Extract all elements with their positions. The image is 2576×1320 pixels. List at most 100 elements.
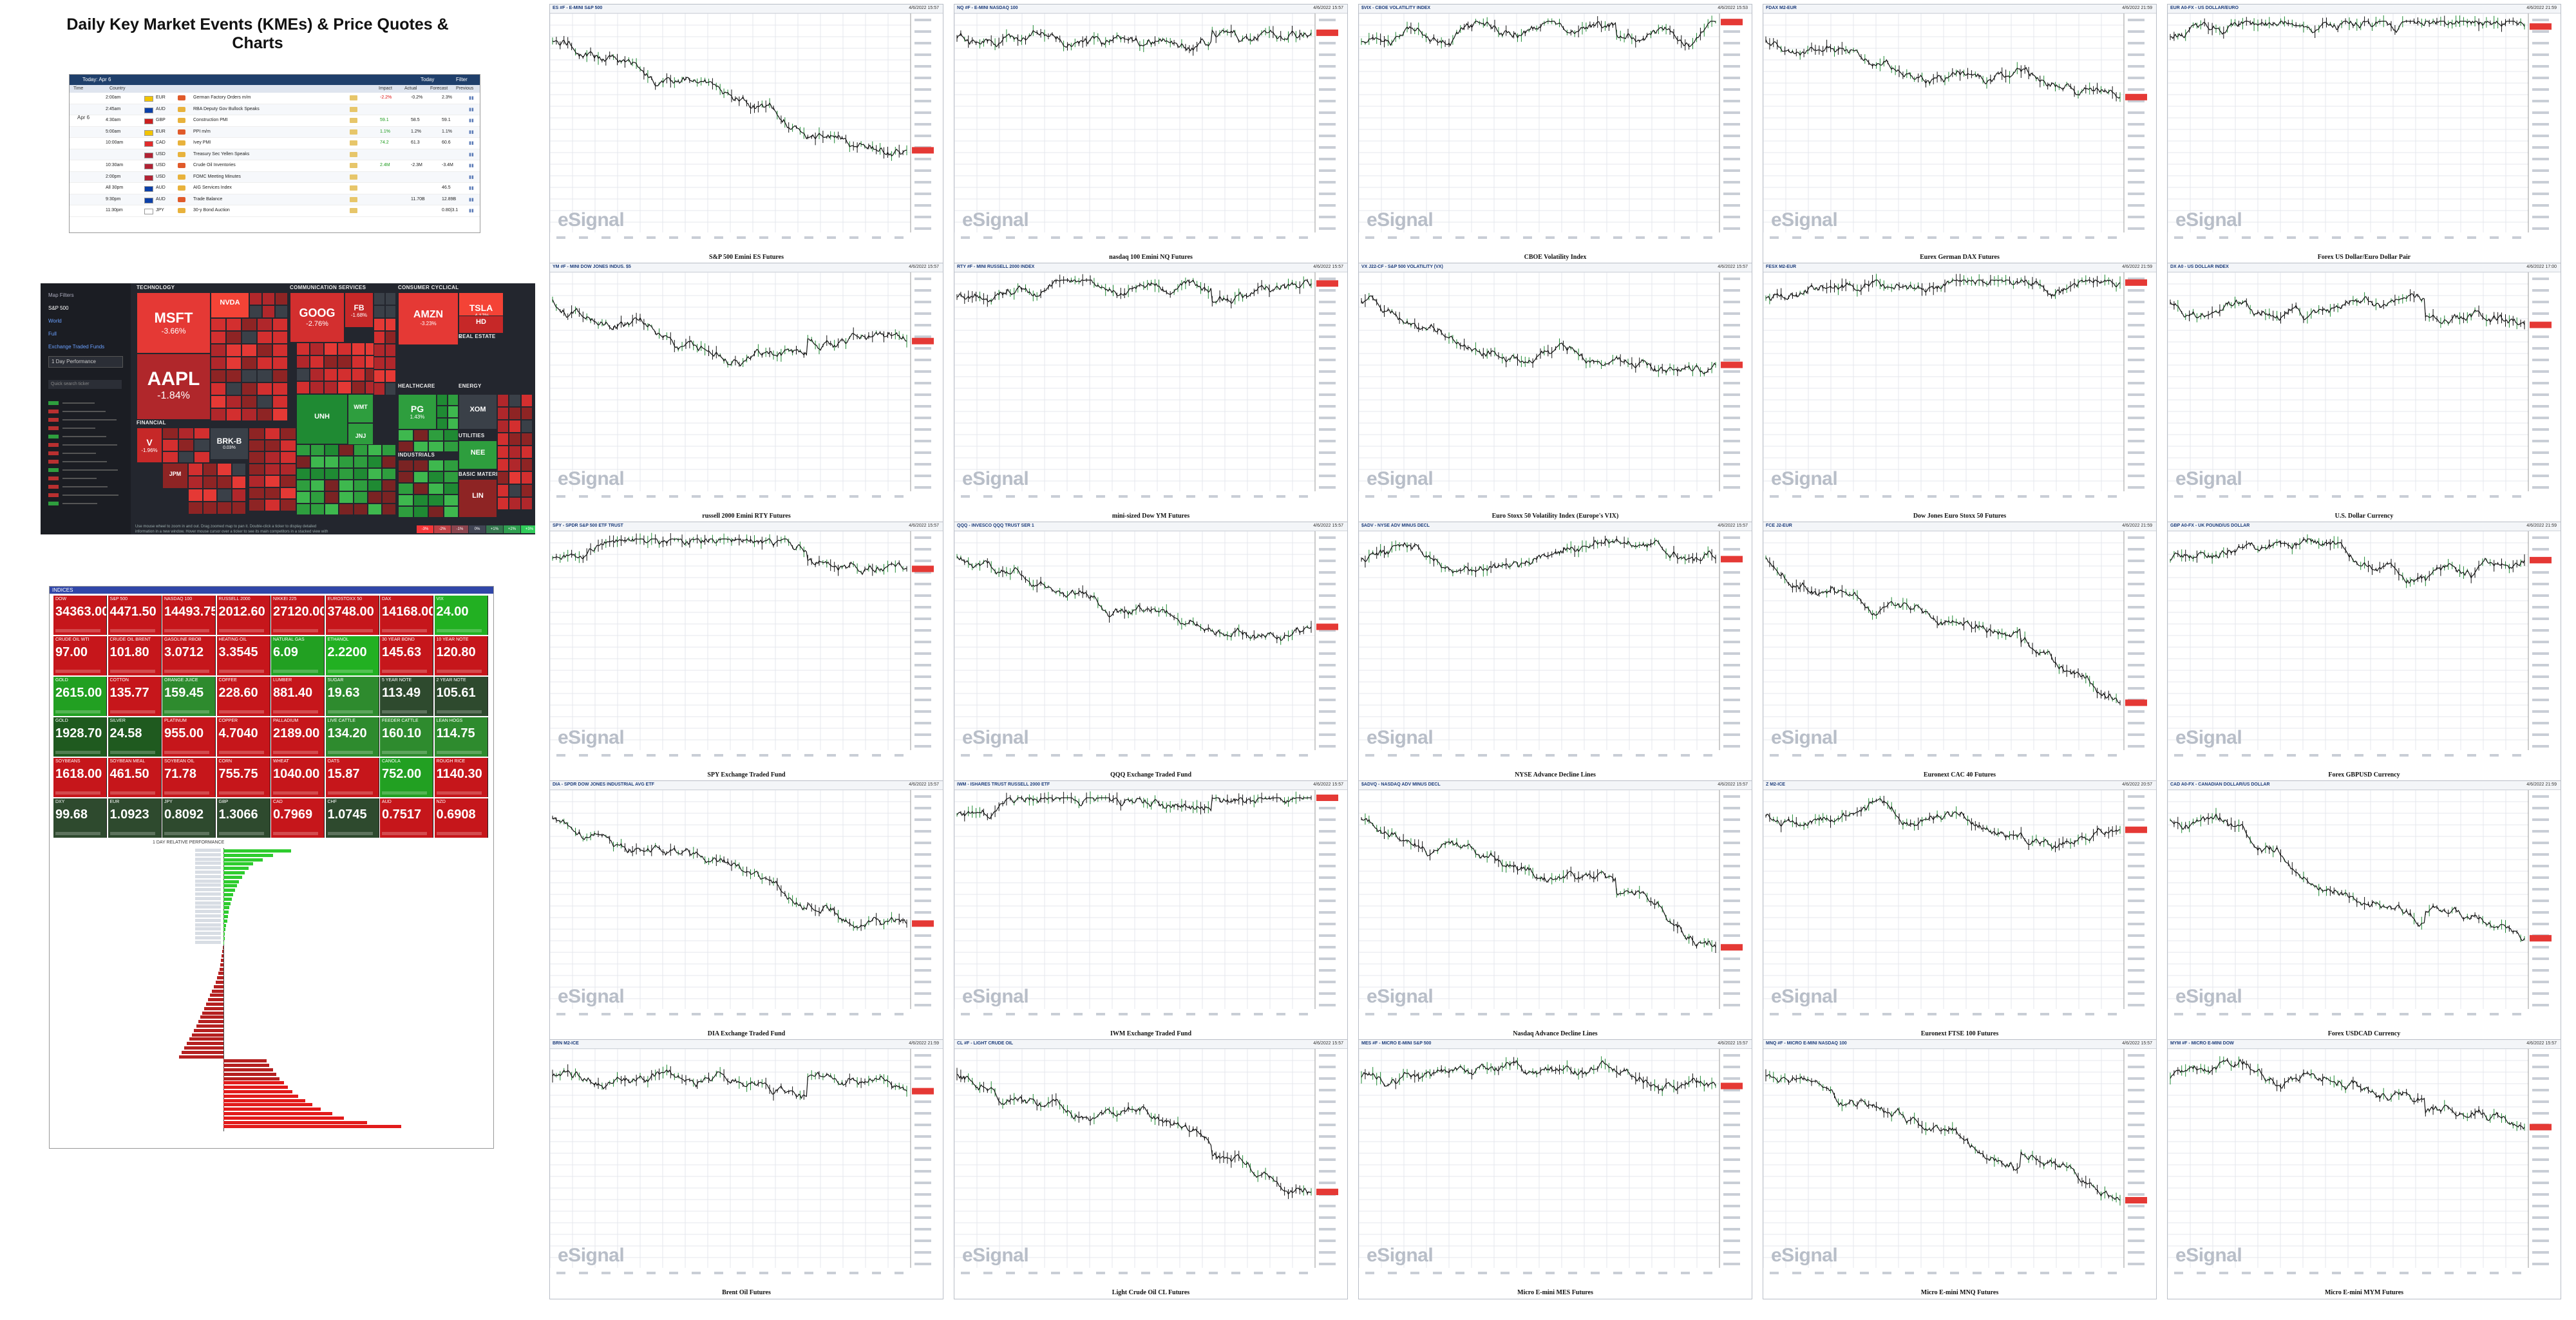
event-name[interactable]: Treasury Sec Yellen Speaks xyxy=(193,151,250,156)
quote-cell[interactable]: RUSSELL 2000 2012.60 xyxy=(216,596,270,635)
filter-world[interactable]: World xyxy=(48,318,62,324)
heatmap-tile-small[interactable] xyxy=(257,357,272,370)
ticker-search-input[interactable]: Quick search ticker xyxy=(48,380,122,389)
heatmap-tile-small[interactable] xyxy=(381,480,396,492)
heatmap-tile-small[interactable] xyxy=(323,368,338,381)
heatmap-tile-small[interactable] xyxy=(384,292,396,305)
heatmap-tile-small[interactable] xyxy=(413,506,428,518)
futures-chart[interactable]: ES #F - E-MINI S&P 500 4/6/2022 15:57 eSig… xyxy=(549,4,943,264)
heatmap-tile-small[interactable] xyxy=(413,460,428,471)
heatmap-tile-small[interactable] xyxy=(272,395,288,408)
ticker-list-row[interactable] xyxy=(48,416,126,424)
heatmap-tile-small[interactable] xyxy=(381,491,396,504)
heatmap-tile-small[interactable] xyxy=(339,444,354,457)
heatmap-tile-small[interactable] xyxy=(443,471,459,483)
futures-chart[interactable]: FESX M2-EUR 4/6/2022 21:59 eSignal Dow Jone… xyxy=(1763,263,2157,523)
heatmap-tile-small[interactable] xyxy=(339,456,354,468)
heatmap-tile-small[interactable] xyxy=(353,444,368,457)
calendar-today-button[interactable]: Today xyxy=(421,77,435,82)
heatmap-tile-small[interactable] xyxy=(226,357,242,370)
heatmap-tile-small[interactable] xyxy=(509,446,521,458)
heatmap-tile-small[interactable] xyxy=(226,318,242,331)
heatmap-tile[interactable]: AAPL -1.84% xyxy=(137,354,211,420)
heatmap-tile-small[interactable] xyxy=(257,318,272,331)
heatmap-tile-small[interactable] xyxy=(520,458,533,471)
heatmap-tile-small[interactable] xyxy=(249,475,265,487)
calendar-row[interactable]: All 30pm AUD AIG Services Index 46.5 ▮▮ xyxy=(70,183,480,194)
futures-chart[interactable]: RTY #F - MINI RUSSELL 2000 INDEX 4/6/2022… xyxy=(954,263,1348,523)
event-name[interactable]: Crude Oil Inventories xyxy=(193,163,236,167)
heatmap-tile-small[interactable] xyxy=(296,467,311,480)
heatmap-tile-small[interactable] xyxy=(280,463,296,476)
heatmap-tile-small[interactable] xyxy=(351,368,366,381)
heatmap-tile-small[interactable] xyxy=(398,471,413,483)
heatmap-tile-small[interactable] xyxy=(448,417,459,429)
filter-etf[interactable]: Exchange Traded Funds xyxy=(48,344,105,350)
quote-cell[interactable]: COPPER 4.7040 xyxy=(216,717,270,757)
ticker-list-row[interactable] xyxy=(48,491,126,499)
graph-icon[interactable]: ▮▮ xyxy=(469,96,474,100)
heatmap-tile-small[interactable] xyxy=(367,456,382,468)
quote-cell[interactable]: CANOLA 752.00 xyxy=(380,758,433,797)
ticker-list-row[interactable] xyxy=(48,466,126,474)
heatmap-tile-small[interactable] xyxy=(296,503,311,515)
heatmap-tile-small[interactable] xyxy=(413,429,428,441)
heatmap-tile-small[interactable] xyxy=(211,318,226,331)
heatmap-tile-small[interactable] xyxy=(339,467,354,480)
quote-cell[interactable]: OATS 15.87 xyxy=(325,758,379,797)
heatmap-tile-small[interactable] xyxy=(231,502,246,514)
graph-icon[interactable]: ▮▮ xyxy=(469,129,474,135)
futures-chart[interactable]: MES #F - MICRO E-MINI S&P 500 4/6/2022 15… xyxy=(1358,1039,1752,1299)
heatmap-tile-small[interactable] xyxy=(520,433,533,446)
graph-icon[interactable]: ▮▮ xyxy=(469,118,474,123)
calendar-filter-button[interactable]: Filter xyxy=(456,77,468,82)
heatmap-tile-small[interactable] xyxy=(384,344,396,357)
futures-chart[interactable]: VX J22-CF - S&P 500 VOLATILITY (VX) 4/6/2… xyxy=(1358,263,1752,523)
calendar-row[interactable]: 2:00am EUR German Factory Orders m/m -2.2% -… xyxy=(70,93,480,104)
heatmap-tile-small[interactable] xyxy=(188,502,203,514)
folder-icon[interactable] xyxy=(350,95,357,100)
heatmap-tile[interactable]: BRK-B 0.03% xyxy=(210,428,249,460)
heatmap-tile-small[interactable] xyxy=(296,381,310,394)
heatmap-tile-small[interactable] xyxy=(310,381,324,394)
heatmap-tile-small[interactable] xyxy=(374,357,385,370)
heatmap-tile-small[interactable] xyxy=(296,480,311,492)
heatmap-tile-small[interactable] xyxy=(262,305,275,318)
heatmap-tile[interactable]: MSFT -3.66% xyxy=(137,292,211,354)
futures-chart[interactable]: MYM #F - MICRO E-MINI DOW 4/6/2022 15:57 e… xyxy=(2167,1039,2561,1299)
heatmap-tile-small[interactable] xyxy=(249,499,265,511)
heatmap-tile-small[interactable] xyxy=(497,394,509,407)
heatmap-tile-small[interactable] xyxy=(280,451,296,464)
heatmap-tile-small[interactable] xyxy=(226,344,242,357)
ticker-list-row[interactable] xyxy=(48,483,126,491)
heatmap-tile-small[interactable] xyxy=(231,489,246,502)
quote-cell[interactable]: COFFEE 228.60 xyxy=(216,677,270,716)
heatmap-tile-small[interactable] xyxy=(353,456,368,468)
heatmap-tile-small[interactable] xyxy=(520,420,533,433)
ticker-list-row[interactable] xyxy=(48,500,126,507)
heatmap-tile-small[interactable] xyxy=(509,458,521,471)
heatmap-tile-small[interactable] xyxy=(162,428,178,440)
heatmap-tile-small[interactable] xyxy=(249,463,265,476)
ticker-list-row[interactable] xyxy=(48,433,126,440)
ticker-list-row[interactable] xyxy=(48,399,126,407)
heatmap-tile-small[interactable] xyxy=(367,480,382,492)
heatmap-tile-small[interactable] xyxy=(413,495,428,506)
heatmap-tile-small[interactable] xyxy=(178,451,194,463)
graph-icon[interactable]: ▮▮ xyxy=(469,164,474,168)
heatmap-tile-small[interactable] xyxy=(211,331,226,344)
event-name[interactable]: RBA Deputy Gov Bullock Speaks xyxy=(193,106,260,111)
graph-icon[interactable]: ▮▮ xyxy=(469,186,474,191)
event-name[interactable]: PPI m/m xyxy=(193,129,211,134)
heatmap-tile-small[interactable] xyxy=(202,476,217,489)
heatmap-tile-small[interactable] xyxy=(509,420,521,433)
heatmap-tile-small[interactable] xyxy=(226,370,242,382)
heatmap-tile-small[interactable] xyxy=(337,381,352,394)
heatmap-tile-small[interactable] xyxy=(381,456,396,468)
folder-icon[interactable] xyxy=(350,174,357,180)
quote-cell[interactable]: ORANGE JUICE 159.45 xyxy=(162,677,216,716)
heatmap-tile-small[interactable] xyxy=(520,394,533,407)
heatmap-tile-small[interactable] xyxy=(226,408,242,421)
heatmap-tile-small[interactable] xyxy=(178,428,194,440)
futures-chart[interactable]: $ADVQ - NASDAQ ADV MINUS DECL 4/6/2022 15… xyxy=(1358,780,1752,1041)
